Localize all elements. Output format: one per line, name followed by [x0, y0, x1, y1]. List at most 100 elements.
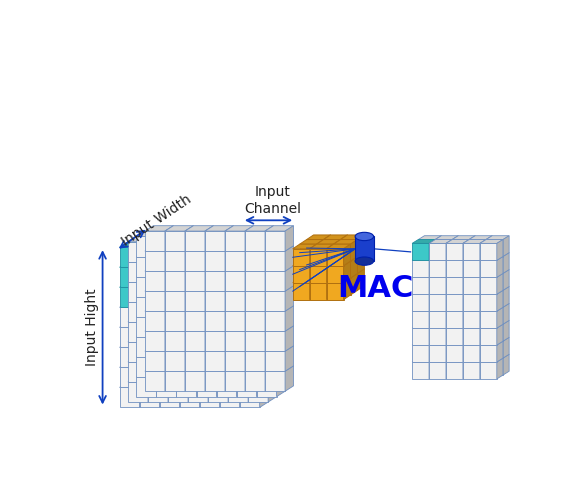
Polygon shape: [240, 282, 268, 287]
Polygon shape: [179, 242, 188, 268]
Polygon shape: [120, 348, 140, 367]
Polygon shape: [240, 382, 268, 388]
Polygon shape: [168, 376, 177, 402]
Polygon shape: [156, 331, 165, 357]
Polygon shape: [217, 317, 236, 336]
Polygon shape: [469, 354, 492, 358]
Polygon shape: [179, 242, 208, 247]
Polygon shape: [256, 371, 285, 376]
Polygon shape: [197, 357, 217, 376]
Polygon shape: [486, 290, 503, 308]
Polygon shape: [148, 256, 177, 262]
Polygon shape: [228, 376, 236, 402]
Polygon shape: [217, 291, 225, 317]
Polygon shape: [168, 322, 188, 342]
Polygon shape: [245, 366, 274, 371]
Polygon shape: [148, 342, 168, 362]
Polygon shape: [148, 357, 177, 362]
Polygon shape: [306, 256, 324, 273]
Polygon shape: [165, 351, 185, 371]
Polygon shape: [236, 256, 256, 277]
Polygon shape: [188, 237, 217, 242]
Polygon shape: [177, 251, 185, 277]
Polygon shape: [285, 306, 293, 331]
Polygon shape: [197, 296, 217, 317]
Polygon shape: [469, 341, 486, 358]
Polygon shape: [240, 242, 268, 247]
Polygon shape: [418, 269, 442, 273]
Polygon shape: [165, 251, 185, 271]
Polygon shape: [452, 304, 476, 308]
Polygon shape: [185, 326, 193, 351]
Polygon shape: [469, 290, 486, 308]
Polygon shape: [256, 371, 265, 397]
Polygon shape: [236, 331, 265, 336]
Polygon shape: [200, 282, 208, 308]
Polygon shape: [225, 366, 254, 371]
Polygon shape: [168, 296, 197, 302]
Polygon shape: [418, 253, 442, 256]
Polygon shape: [197, 251, 225, 256]
Polygon shape: [248, 296, 256, 322]
Polygon shape: [429, 362, 446, 379]
Polygon shape: [208, 362, 228, 382]
Polygon shape: [217, 371, 225, 397]
Polygon shape: [463, 341, 486, 345]
Polygon shape: [245, 326, 254, 351]
Polygon shape: [256, 231, 285, 237]
Polygon shape: [327, 282, 344, 300]
Polygon shape: [310, 244, 333, 249]
Polygon shape: [140, 247, 159, 268]
Polygon shape: [429, 256, 435, 277]
Polygon shape: [220, 367, 240, 388]
Polygon shape: [248, 302, 268, 322]
Polygon shape: [256, 376, 277, 397]
Polygon shape: [205, 326, 213, 351]
Polygon shape: [240, 348, 260, 367]
Polygon shape: [179, 308, 200, 327]
Polygon shape: [412, 290, 435, 294]
Polygon shape: [136, 271, 165, 277]
Polygon shape: [497, 290, 503, 311]
Polygon shape: [185, 246, 213, 251]
Polygon shape: [486, 337, 509, 341]
Polygon shape: [245, 331, 265, 351]
Polygon shape: [208, 256, 236, 262]
Polygon shape: [452, 286, 458, 308]
Polygon shape: [240, 367, 260, 388]
Polygon shape: [480, 311, 497, 328]
Polygon shape: [300, 244, 317, 261]
Polygon shape: [156, 251, 165, 277]
Polygon shape: [228, 262, 248, 282]
Polygon shape: [197, 271, 205, 296]
Polygon shape: [185, 371, 205, 391]
Polygon shape: [277, 371, 285, 397]
Polygon shape: [159, 362, 168, 388]
Polygon shape: [256, 271, 285, 277]
Polygon shape: [225, 326, 254, 331]
Polygon shape: [136, 291, 165, 296]
Polygon shape: [205, 291, 225, 311]
Polygon shape: [351, 273, 358, 295]
Polygon shape: [463, 256, 486, 260]
Polygon shape: [268, 296, 277, 322]
Polygon shape: [136, 277, 156, 296]
Polygon shape: [145, 366, 174, 371]
Polygon shape: [463, 277, 480, 294]
Polygon shape: [197, 351, 205, 376]
Polygon shape: [200, 348, 220, 367]
Polygon shape: [148, 336, 156, 362]
Polygon shape: [236, 271, 245, 296]
Polygon shape: [145, 351, 165, 371]
Polygon shape: [435, 236, 458, 240]
Polygon shape: [208, 296, 217, 322]
Polygon shape: [435, 286, 442, 308]
Polygon shape: [188, 376, 197, 402]
Polygon shape: [148, 382, 168, 402]
Polygon shape: [188, 317, 217, 322]
Polygon shape: [452, 354, 476, 358]
Polygon shape: [497, 256, 503, 277]
Polygon shape: [217, 271, 225, 296]
Polygon shape: [327, 244, 351, 249]
Polygon shape: [486, 337, 492, 358]
